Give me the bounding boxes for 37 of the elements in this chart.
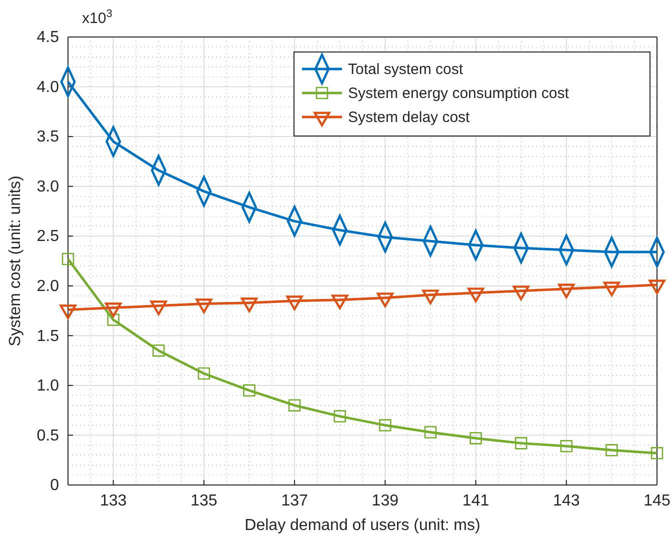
y-tick-label: 3.5 xyxy=(36,128,60,146)
point xyxy=(107,314,120,326)
point xyxy=(198,367,210,380)
point xyxy=(334,410,346,422)
y-tick-label: 3.0 xyxy=(36,178,60,196)
x-tick-label: 145 xyxy=(644,492,670,510)
x-tick-label: 133 xyxy=(100,492,127,510)
point xyxy=(470,432,482,444)
point xyxy=(243,384,256,397)
point xyxy=(288,399,301,412)
y-tick-label: 0.5 xyxy=(36,427,60,444)
x-axis-title: Delay demand of users (unit: ms) xyxy=(244,517,480,534)
point xyxy=(514,437,528,450)
point xyxy=(560,440,573,452)
y-tick-label: 4.5 xyxy=(36,29,60,46)
legend-label: System energy consumption cost xyxy=(348,85,570,102)
x-tick-label: 135 xyxy=(190,492,218,510)
point xyxy=(424,426,437,438)
x-tick-label: 141 xyxy=(462,492,490,510)
x-tick-label: 139 xyxy=(372,492,399,510)
point xyxy=(379,419,392,432)
point xyxy=(650,447,664,460)
legend-label: System delay cost xyxy=(348,109,471,126)
y-tick-label: 1.0 xyxy=(36,378,60,395)
y-tick-label: 0 xyxy=(50,477,60,494)
y-tick-label: 2.5 xyxy=(36,228,60,246)
text: x10$^{3}$ xyxy=(82,8,112,27)
y-tick-label: 4.0 xyxy=(36,78,60,96)
y-axis-title: System cost (unit: units) xyxy=(7,176,24,346)
x-tick-label: 137 xyxy=(281,492,308,510)
y-tick-label: 1.5 xyxy=(36,328,60,345)
point xyxy=(62,252,74,266)
y-tick-label: 2.0 xyxy=(36,278,60,296)
point xyxy=(606,444,618,456)
legend-label: Total system cost xyxy=(348,61,464,78)
point xyxy=(152,344,165,357)
x-tick-label: 143 xyxy=(553,492,580,510)
